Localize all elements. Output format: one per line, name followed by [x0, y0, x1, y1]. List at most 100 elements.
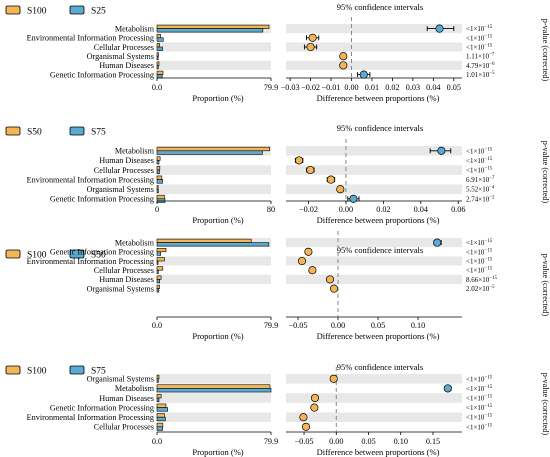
proportion-bar — [156, 55, 159, 60]
pvalue-label: 5.52×10−4 — [466, 186, 495, 194]
ci-tick-label: −0.01 — [322, 83, 341, 92]
proportion-bar — [156, 426, 163, 431]
pvalue-label: <1×10−15 — [466, 423, 493, 431]
category-label: Metabolism — [115, 384, 155, 393]
legend-label: S25 — [91, 7, 106, 17]
category-label: Metabolism — [115, 24, 155, 33]
row-band — [157, 256, 271, 266]
row-band — [286, 184, 462, 194]
category-label: Organismal Systems — [87, 375, 154, 384]
pvalue-label: 8.66×10−15 — [466, 276, 498, 284]
ci-point — [359, 70, 368, 79]
ci-tick-label: 0.15 — [426, 437, 440, 446]
proportion-bar — [156, 74, 163, 79]
row-band — [157, 42, 271, 52]
ci-point — [301, 422, 311, 431]
pvalue-label: <1×10−15 — [466, 258, 493, 266]
category-label: Organismal Systems — [87, 52, 154, 61]
ci-point — [297, 256, 307, 266]
pvalue-label: <1×10−15 — [466, 395, 493, 403]
ci-point — [329, 284, 339, 293]
proportion-bar — [156, 251, 162, 256]
category-label: Organismal Systems — [87, 284, 154, 293]
prop-x-label: Proportion (%) — [192, 447, 243, 457]
pvalue-label: 2.74×10−2 — [466, 195, 495, 203]
proportion-bar — [156, 422, 164, 428]
row-band — [286, 393, 462, 403]
proportion-bar — [156, 279, 161, 284]
proportion-bar — [156, 37, 164, 42]
row-band — [157, 274, 271, 284]
ci-point — [325, 275, 335, 284]
row-band — [157, 184, 271, 194]
prop-tick-label: 80 — [267, 205, 275, 214]
legend-swatch — [5, 5, 21, 15]
prop-tick-label: 0.0 — [152, 437, 162, 446]
category-label: Environmental Information Processing — [27, 257, 154, 266]
ci-tick-label: 0.10 — [394, 437, 408, 446]
row-band — [286, 238, 462, 248]
proportion-bar — [156, 150, 263, 155]
pvalue-label: <1×10−15 — [466, 157, 493, 165]
pvalue-label: 2.02×10−5 — [466, 285, 495, 293]
proportion-bar — [156, 61, 160, 66]
proportion-bar — [156, 52, 159, 57]
row-band — [157, 412, 271, 422]
proportion-bar — [156, 175, 163, 180]
proportion-bar — [156, 160, 160, 165]
ci-tick-label: 0.05 — [371, 321, 385, 330]
ci-tick-label: 0.02 — [385, 83, 399, 92]
ci-title: 95% confidence intervals — [337, 245, 423, 255]
proportion-bar — [156, 378, 159, 383]
proportion-bar — [156, 260, 159, 265]
category-label: Genetic Information Processing — [50, 195, 154, 204]
pvalue-label: <1×10−15 — [466, 375, 493, 383]
proportion-bar — [156, 34, 161, 39]
legend-swatch — [69, 365, 85, 375]
pvalue-label: 1.01×10−5 — [466, 71, 495, 79]
ci-tick-label: −0.05 — [289, 321, 308, 330]
legend: S100 S25 — [5, 5, 106, 17]
ci-point — [326, 175, 335, 184]
panel-1: S100 S25 95% confidence intervals Metabolis… — [5, 2, 550, 103]
category-label: Metabolism — [115, 147, 155, 156]
ci-x-label: Difference between proportions (%) — [317, 331, 440, 341]
row-band — [286, 374, 462, 384]
ci-tick-label: 0.05 — [447, 83, 461, 92]
ci-tick-label: 0.06 — [451, 205, 465, 214]
prop-tick-label: 79.9 — [264, 437, 278, 446]
pvalue-label: <1×10−15 — [466, 239, 493, 247]
legend-label: S50 — [91, 251, 106, 261]
pvalue-label: 6.91×10−7 — [466, 176, 495, 184]
proportion-bar — [156, 146, 270, 152]
category-label: Genetic Information Processing — [50, 403, 154, 412]
proportion-bar — [156, 257, 165, 262]
proportion-bar — [156, 407, 169, 412]
ci-tick-label: 0.01 — [365, 83, 379, 92]
legend-swatch — [69, 5, 85, 15]
ci-point — [306, 42, 315, 52]
legend-swatch — [5, 249, 21, 259]
pvalue-label: <1×10−15 — [466, 25, 493, 33]
ci-tick-label: 0.00 — [339, 205, 353, 214]
pvalue-label: <1×10−15 — [466, 248, 493, 256]
ci-tick-label: 0.00 — [344, 83, 358, 92]
ci-point — [308, 33, 317, 42]
row-band — [286, 256, 462, 266]
ci-tick-label: 0.05 — [361, 437, 375, 446]
ci-point — [295, 156, 304, 165]
category-label: Cellular Processes — [94, 166, 154, 175]
category-label: Environmental Information Processing — [27, 413, 154, 422]
ci-point — [329, 374, 338, 383]
ci-point — [339, 52, 348, 61]
ci-point — [310, 403, 319, 412]
pvalue-label: <1×10−15 — [466, 414, 493, 422]
pvalue-axis-label: p-value (corrected) — [541, 19, 550, 82]
legend-label: S100 — [27, 7, 47, 17]
panel-2: S50 S75 95% confidence intervals Metabolism… — [5, 123, 550, 225]
ci-point — [433, 238, 442, 247]
row-band — [286, 165, 462, 175]
ci-tick-label: −0.02 — [299, 205, 318, 214]
proportion-bar — [156, 269, 159, 274]
